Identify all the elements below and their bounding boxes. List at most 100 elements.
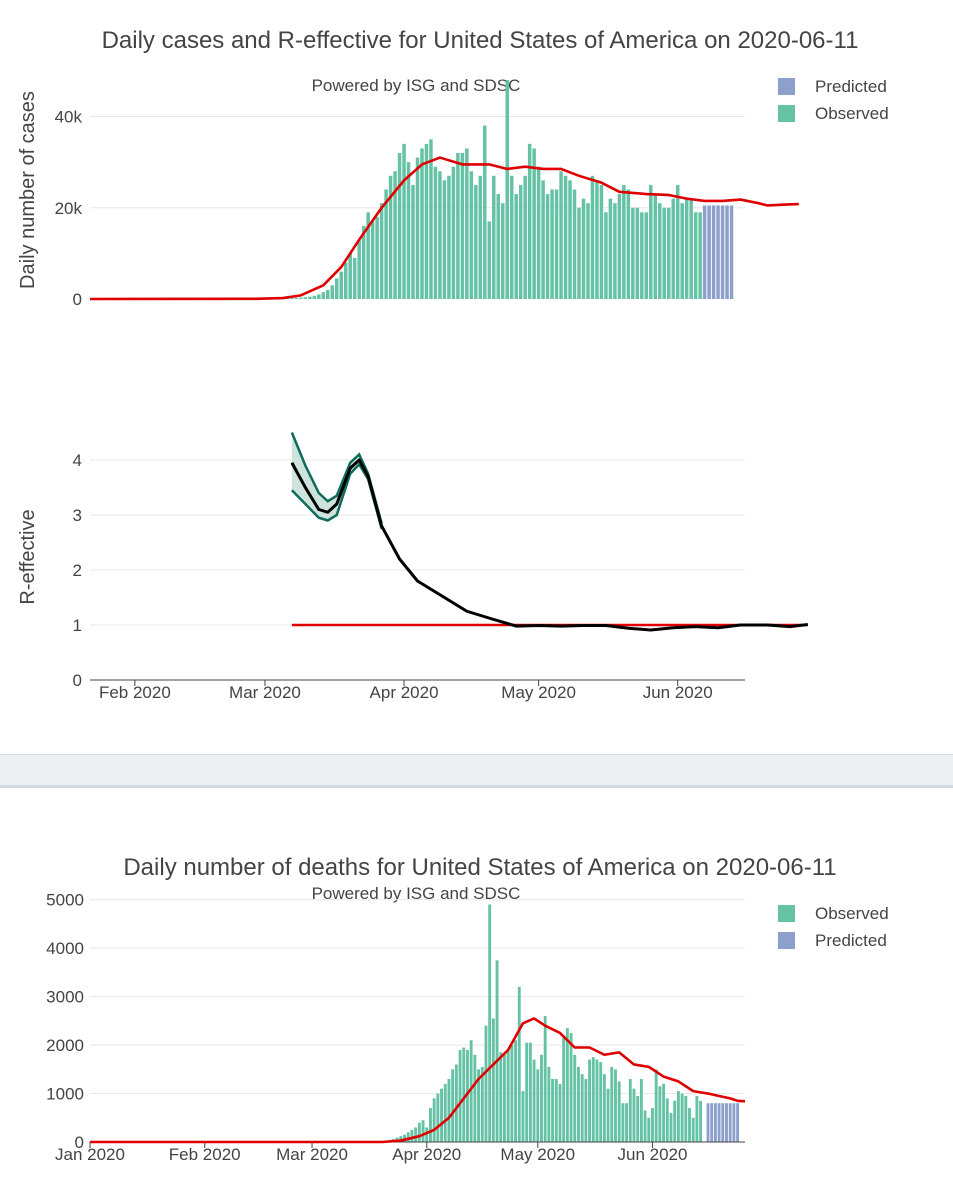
deaths-legend[interactable]: Observed Predicted xyxy=(778,904,889,950)
deaths-observed-bar[interactable] xyxy=(636,1095,640,1142)
deaths-observed-bar[interactable] xyxy=(577,1066,580,1142)
deaths-observed-bar[interactable] xyxy=(406,1132,410,1142)
cases-observed-bar[interactable] xyxy=(532,148,536,299)
deaths-observed-bar[interactable] xyxy=(673,1100,677,1142)
deaths-observed-bar[interactable] xyxy=(628,1079,632,1142)
cases-observed-bar[interactable] xyxy=(523,175,527,299)
deaths-observed-bar[interactable] xyxy=(584,1079,588,1142)
deaths-observed-bar[interactable] xyxy=(551,1079,555,1142)
deaths-observed-bar[interactable] xyxy=(466,1049,469,1142)
cases-observed-bar[interactable] xyxy=(617,194,622,299)
deaths-observed-bar[interactable] xyxy=(443,1083,447,1142)
deaths-observed-bar[interactable] xyxy=(617,1081,621,1142)
deaths-observed-bar[interactable] xyxy=(647,1117,651,1142)
cases-observed-bar[interactable] xyxy=(595,180,599,300)
deaths-observed-bar[interactable] xyxy=(473,1054,477,1142)
cases-observed-bar[interactable] xyxy=(433,166,438,299)
cases-observed-bar[interactable] xyxy=(572,189,577,300)
cases-observed-bar[interactable] xyxy=(527,143,532,300)
cases-observed-bar[interactable] xyxy=(299,297,303,299)
cases-observed-bar[interactable] xyxy=(348,253,352,300)
deaths-observed-bar[interactable] xyxy=(699,1100,703,1142)
deaths-observed-bar[interactable] xyxy=(599,1062,603,1142)
cases-observed-bar[interactable] xyxy=(384,189,388,300)
cases-observed-bar[interactable] xyxy=(631,207,635,299)
deaths-observed-bar[interactable] xyxy=(517,986,521,1142)
cases-observed-bar[interactable] xyxy=(666,207,671,299)
cases-observed-bar[interactable] xyxy=(622,184,626,299)
deaths-observed-bar[interactable] xyxy=(429,1108,432,1142)
cases-observed-bar[interactable] xyxy=(321,292,326,299)
cases-observed-bar[interactable] xyxy=(658,203,662,299)
deaths-predicted-bar[interactable] xyxy=(725,1103,728,1142)
legend-label-predicted[interactable]: Predicted xyxy=(815,77,887,96)
cases-observed-bar[interactable] xyxy=(509,175,514,299)
cases-observed-bar[interactable] xyxy=(388,175,393,299)
cases-observed-bar[interactable] xyxy=(500,203,505,299)
cases-observed-bar[interactable] xyxy=(290,298,294,299)
legend-label-observed[interactable]: Observed xyxy=(815,104,889,123)
cases-observed-bar[interactable] xyxy=(608,198,613,300)
cases-observed-bar[interactable] xyxy=(465,148,469,299)
deaths-observed-bar[interactable] xyxy=(691,1117,695,1142)
deaths-observed-bar[interactable] xyxy=(688,1108,691,1142)
deaths-observed-bar[interactable] xyxy=(528,1042,532,1142)
deaths-observed-bar[interactable] xyxy=(480,1066,484,1142)
legend-swatch-predicted[interactable] xyxy=(778,932,795,949)
deaths-observed-bar[interactable] xyxy=(536,1069,540,1142)
deaths-observed-bar[interactable] xyxy=(669,1112,673,1142)
cases-observed-bar[interactable] xyxy=(586,203,590,299)
deaths-observed-bar[interactable] xyxy=(503,1054,506,1142)
deaths-observed-bar[interactable] xyxy=(506,1049,510,1142)
deaths-observed-bar[interactable] xyxy=(591,1057,595,1142)
reff-line[interactable] xyxy=(290,458,808,632)
cases-observed-bar[interactable] xyxy=(563,175,568,299)
deaths-observed-bar[interactable] xyxy=(547,1066,551,1142)
legend-swatch-observed[interactable] xyxy=(778,905,795,922)
deaths-observed-bar[interactable] xyxy=(614,1069,617,1142)
cases-observed-bar[interactable] xyxy=(361,226,366,299)
legend-swatch-predicted[interactable] xyxy=(778,78,795,95)
deaths-observed-bar[interactable] xyxy=(643,1110,647,1143)
cases-observed-bar[interactable] xyxy=(545,194,550,299)
deaths-observed-bar[interactable] xyxy=(558,1083,562,1142)
cases-observed-bar[interactable] xyxy=(577,207,581,299)
cases-observed-bar[interactable] xyxy=(294,297,299,299)
deaths-observed-bar[interactable] xyxy=(639,1079,643,1142)
cases-observed-bar[interactable] xyxy=(684,198,689,300)
deaths-observed-bar[interactable] xyxy=(684,1095,688,1142)
legend-swatch-observed[interactable] xyxy=(778,105,795,122)
deaths-observed-bar[interactable] xyxy=(606,1088,610,1142)
cases-predicted-bar[interactable] xyxy=(711,205,716,299)
cases-observed-bar[interactable] xyxy=(554,189,559,300)
cases-observed-bar[interactable] xyxy=(375,216,379,300)
cases-observed-bar[interactable] xyxy=(514,194,518,299)
cases-observed-bar[interactable] xyxy=(317,294,321,299)
cases-observed-bar[interactable] xyxy=(343,262,348,300)
cases-observed-bar[interactable] xyxy=(653,194,658,299)
deaths-predicted-bar[interactable] xyxy=(736,1103,740,1142)
deaths-predicted-bar[interactable] xyxy=(728,1103,732,1142)
reff-lower-bound-line[interactable] xyxy=(290,462,383,530)
cases-observed-bar[interactable] xyxy=(680,203,684,299)
cases-observed-bar[interactable] xyxy=(397,153,402,299)
deaths-observed-bar[interactable] xyxy=(421,1120,425,1142)
deaths-observed-bar[interactable] xyxy=(510,1045,514,1142)
deaths-observed-bar[interactable] xyxy=(658,1086,662,1142)
deaths-observed-bar[interactable] xyxy=(414,1127,418,1142)
cases-observed-bar[interactable] xyxy=(487,221,492,299)
deaths-observed-bar[interactable] xyxy=(540,1054,543,1142)
cases-observed-bar[interactable] xyxy=(469,171,474,299)
cases-predicted-bar[interactable] xyxy=(729,205,734,299)
deaths-observed-bar[interactable] xyxy=(625,1103,629,1142)
cases-observed-bar[interactable] xyxy=(613,203,617,299)
deaths-observed-bar[interactable] xyxy=(440,1088,443,1142)
cases-observed-bar[interactable] xyxy=(541,180,545,300)
cases-observed-bar[interactable] xyxy=(675,184,680,299)
cases-legend[interactable]: Predicted Observed xyxy=(778,77,889,123)
deaths-observed-bar[interactable] xyxy=(665,1098,669,1142)
cases-observed-bar[interactable] xyxy=(330,285,335,299)
cases-predicted-bar[interactable] xyxy=(716,205,720,299)
cases-observed-bar[interactable] xyxy=(370,221,375,299)
deaths-observed-bar[interactable] xyxy=(425,1127,429,1142)
